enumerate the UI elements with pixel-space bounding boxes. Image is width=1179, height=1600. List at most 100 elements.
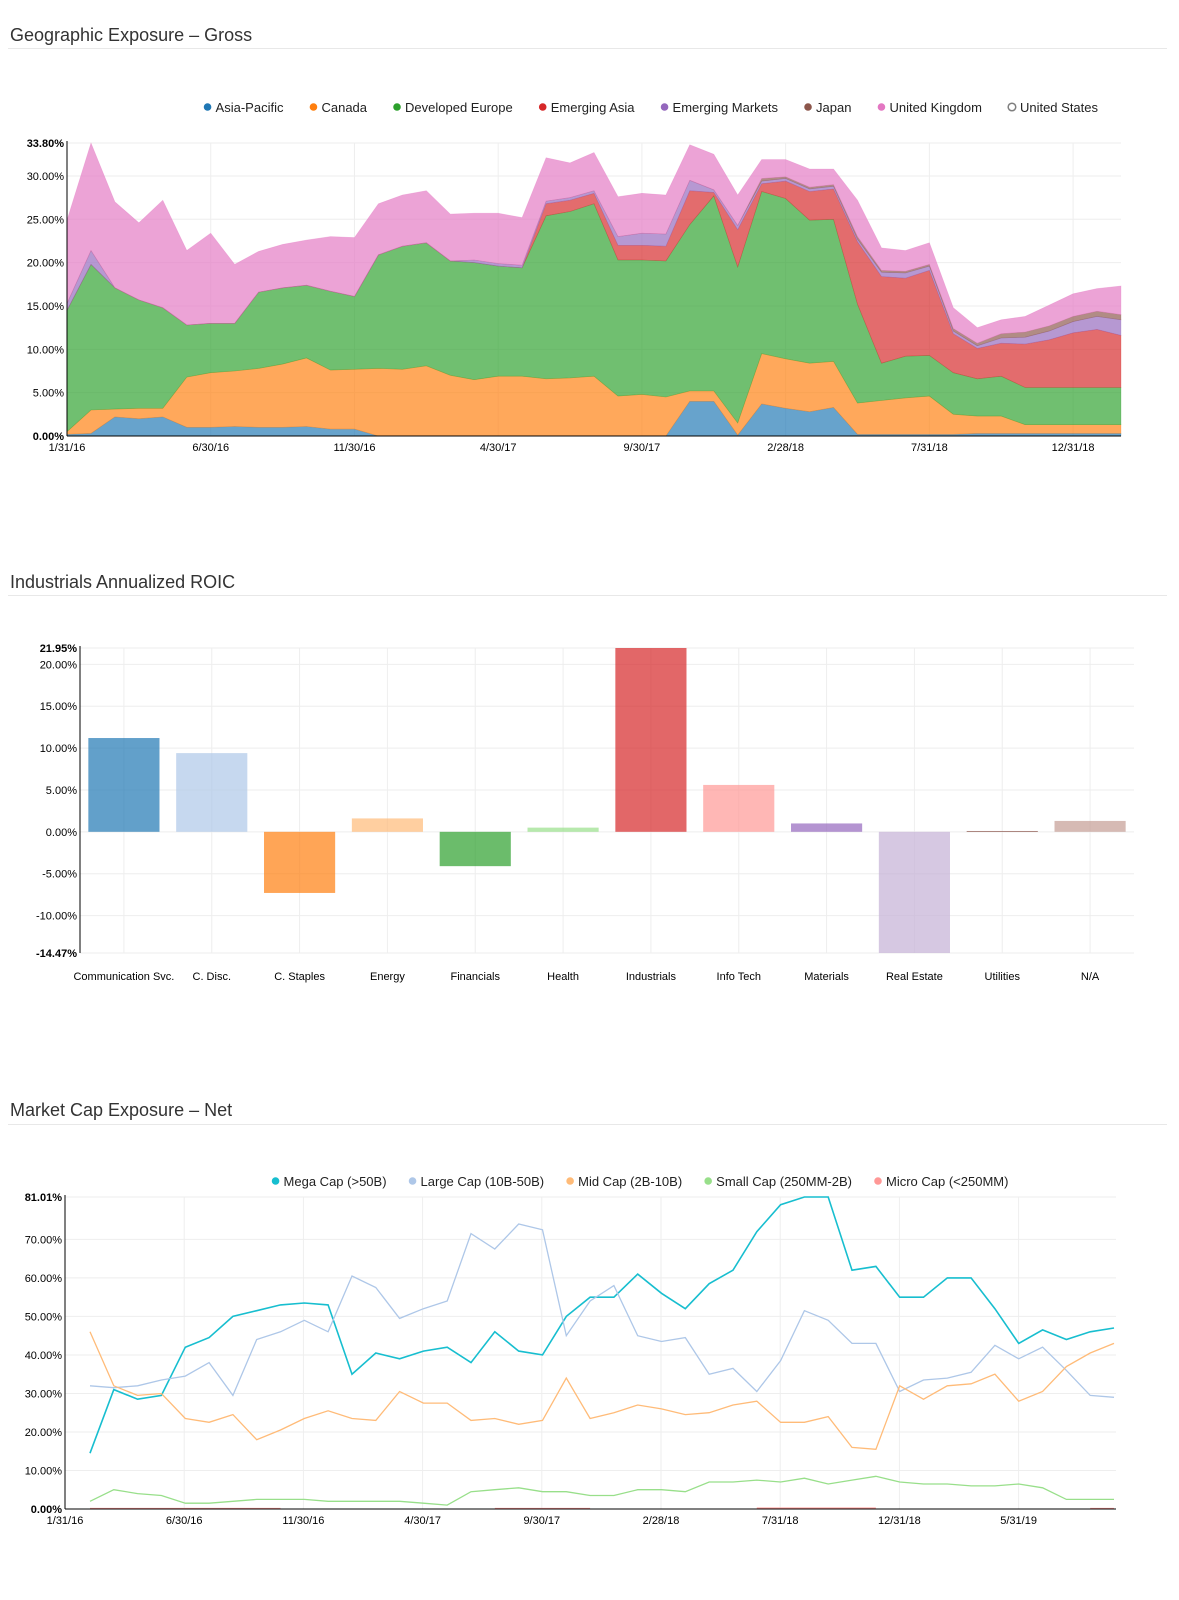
bar-n-a[interactable] bbox=[1054, 820, 1126, 832]
x-tick-label: Info Tech bbox=[717, 971, 761, 983]
legend-swatch bbox=[1007, 102, 1017, 112]
x-tick-label: Communication Svc. bbox=[73, 971, 174, 983]
bar-materials[interactable] bbox=[791, 823, 863, 832]
y-tick-label: -10.00% bbox=[36, 911, 77, 923]
line-mid-cap-2b-10b[interactable] bbox=[89, 1331, 1115, 1450]
area-japan[interactable] bbox=[66, 176, 1122, 347]
x-tick-label: Financials bbox=[450, 971, 500, 983]
y-tick-label: 5.00% bbox=[33, 388, 64, 400]
legend-swatch bbox=[271, 1177, 280, 1185]
bar-energy[interactable] bbox=[351, 818, 423, 832]
x-tick-label: 11/30/16 bbox=[282, 1515, 324, 1527]
legend-label: Developed Europe bbox=[405, 100, 513, 115]
bar-info-tech[interactable] bbox=[703, 784, 775, 832]
title-divider bbox=[8, 48, 1167, 49]
roic-bar-chart: Communication Svc. C. Disc. C. Staples Ener… bbox=[36, 643, 1134, 983]
legend-item-large-cap-10b-50b[interactable]: Large Cap (10B-50B) bbox=[408, 1174, 544, 1189]
x-tick-label: N/A bbox=[1081, 971, 1100, 983]
roic-panel: Industrials Annualized ROIC Communicatio… bbox=[0, 540, 1179, 1020]
x-tick-label: 6/30/16 bbox=[192, 442, 229, 454]
legend-item-emerging-asia[interactable]: Emerging Asia bbox=[538, 100, 635, 115]
y-tick-label: 15.00% bbox=[27, 301, 65, 313]
legend-item-canada[interactable]: Canada bbox=[309, 100, 368, 115]
legend-item-developed-europe[interactable]: Developed Europe bbox=[393, 100, 513, 115]
bar-utilities[interactable] bbox=[966, 830, 1038, 832]
legend-item-mid-cap-2b-10b[interactable]: Mid Cap (2B-10B) bbox=[566, 1174, 682, 1189]
geographic-area-chart: 33.80% 30.00% 25.00% 20.00% 15.00% 10.00% 5.00… bbox=[27, 100, 1122, 454]
legend-label: Micro Cap (<250MM) bbox=[886, 1174, 1008, 1189]
area-united-kingdom[interactable] bbox=[66, 142, 1122, 344]
x-tick-label: 11/30/16 bbox=[333, 442, 375, 454]
legend-label: Small Cap (250MM-2B) bbox=[716, 1174, 852, 1189]
x-tick-label: 12/31/18 bbox=[878, 1515, 921, 1527]
line-mega-cap-50b[interactable] bbox=[89, 1196, 1115, 1454]
legend-swatch bbox=[704, 1177, 712, 1185]
bar-financials[interactable] bbox=[439, 831, 511, 867]
x-tick-label: 1/31/16 bbox=[47, 1515, 84, 1527]
y-tick-label: 70.00% bbox=[25, 1234, 63, 1246]
bar-c-staples[interactable] bbox=[264, 831, 336, 893]
chart-title-roic: Industrials Annualized ROIC bbox=[10, 572, 236, 592]
x-tick-label: 1/31/16 bbox=[49, 442, 86, 454]
market-cap-line-chart: 81.01% 70.00% 60.00% 50.00% 40.00% 30.00% 20.0… bbox=[25, 1174, 1116, 1527]
x-tick-label: 9/30/17 bbox=[523, 1515, 560, 1527]
y-tick-label: 10.00% bbox=[25, 1465, 63, 1477]
bar-health[interactable] bbox=[527, 827, 599, 832]
y-tick-label: 10.00% bbox=[40, 743, 78, 755]
legend-item-micro-cap-250mm[interactable]: Micro Cap (<250MM) bbox=[874, 1174, 1008, 1189]
legend-swatch bbox=[874, 1177, 882, 1185]
chart-title-market-cap: Market Cap Exposure – Net bbox=[10, 1100, 233, 1120]
x-tick-label: C. Staples bbox=[274, 971, 325, 983]
legend-item-asia-pacific[interactable]: Asia-Pacific bbox=[203, 100, 284, 115]
y-tick-label: 60.00% bbox=[25, 1273, 63, 1285]
y-tick-label: 0.00% bbox=[31, 1504, 62, 1516]
x-tick-label: Real Estate bbox=[886, 971, 943, 983]
x-tick-label: 9/30/17 bbox=[624, 442, 661, 454]
title-divider bbox=[8, 1124, 1167, 1125]
legend-swatch bbox=[804, 103, 812, 111]
legend-label: United States bbox=[1020, 100, 1099, 115]
legend-label: Mid Cap (2B-10B) bbox=[578, 1174, 682, 1189]
geographic-exposure-panel: Geographic Exposure – Gross 33.80% 30.00%… bbox=[0, 0, 1179, 480]
legend-item-united-kingdom[interactable]: United Kingdom bbox=[877, 100, 982, 115]
legend-item-japan[interactable]: Japan bbox=[804, 100, 851, 115]
bar-communication-svc[interactable] bbox=[88, 738, 160, 832]
legend-label: Mega Cap (>50B) bbox=[284, 1174, 387, 1189]
x-tick-label: C. Disc. bbox=[193, 971, 232, 983]
legend-label: United Kingdom bbox=[889, 100, 982, 115]
y-tick-label: -14.47% bbox=[36, 948, 77, 960]
area-emerging-asia[interactable] bbox=[66, 180, 1122, 388]
legend-label: Emerging Markets bbox=[673, 100, 779, 115]
x-tick-label: 7/31/18 bbox=[762, 1515, 799, 1527]
legend: Mega Cap (>50B) Large Cap (10B-50B) Mid Ca… bbox=[271, 1174, 1008, 1189]
legend-item-mega-cap-50b[interactable]: Mega Cap (>50B) bbox=[271, 1174, 387, 1189]
legend-label: Canada bbox=[321, 100, 367, 115]
x-tick-label: 7/31/18 bbox=[911, 442, 948, 454]
bar-industrials[interactable] bbox=[615, 648, 687, 832]
legend-swatch bbox=[660, 103, 669, 111]
legend-swatch bbox=[408, 1177, 417, 1185]
legend-item-united-states[interactable]: United States bbox=[1007, 100, 1099, 115]
x-tick-label: Utilities bbox=[985, 971, 1021, 983]
legend: Asia-Pacific Canada Developed Europe Emergi… bbox=[203, 100, 1099, 115]
legend-swatch bbox=[877, 103, 886, 111]
legend-item-small-cap-250mm-2b[interactable]: Small Cap (250MM-2B) bbox=[704, 1174, 852, 1189]
legend-item-emerging-markets[interactable]: Emerging Markets bbox=[660, 100, 779, 115]
market-cap-panel: Market Cap Exposure – Net 81.01% 70.00% 60… bbox=[0, 1070, 1179, 1600]
y-tick-label: -5.00% bbox=[42, 869, 77, 881]
x-tick-label: Energy bbox=[370, 971, 405, 983]
line-small-cap-250mm-2b[interactable] bbox=[89, 1475, 1114, 1506]
y-tick-label: 20.00% bbox=[25, 1427, 63, 1439]
bar-real-estate[interactable] bbox=[878, 831, 950, 953]
y-tick-label: 25.00% bbox=[27, 214, 65, 226]
legend-swatch bbox=[393, 103, 401, 111]
line-large-cap-10b-50b[interactable] bbox=[89, 1223, 1115, 1398]
y-tick-label: 30.00% bbox=[25, 1388, 63, 1400]
y-tick-label: 5.00% bbox=[46, 785, 77, 797]
legend-label: Japan bbox=[816, 100, 851, 115]
x-tick-label: Health bbox=[547, 971, 579, 983]
bar-c-disc[interactable] bbox=[176, 753, 248, 832]
y-tick-label: 0.00% bbox=[46, 827, 77, 839]
legend-swatch bbox=[566, 1177, 574, 1185]
y-tick-label: 30.00% bbox=[27, 171, 65, 183]
